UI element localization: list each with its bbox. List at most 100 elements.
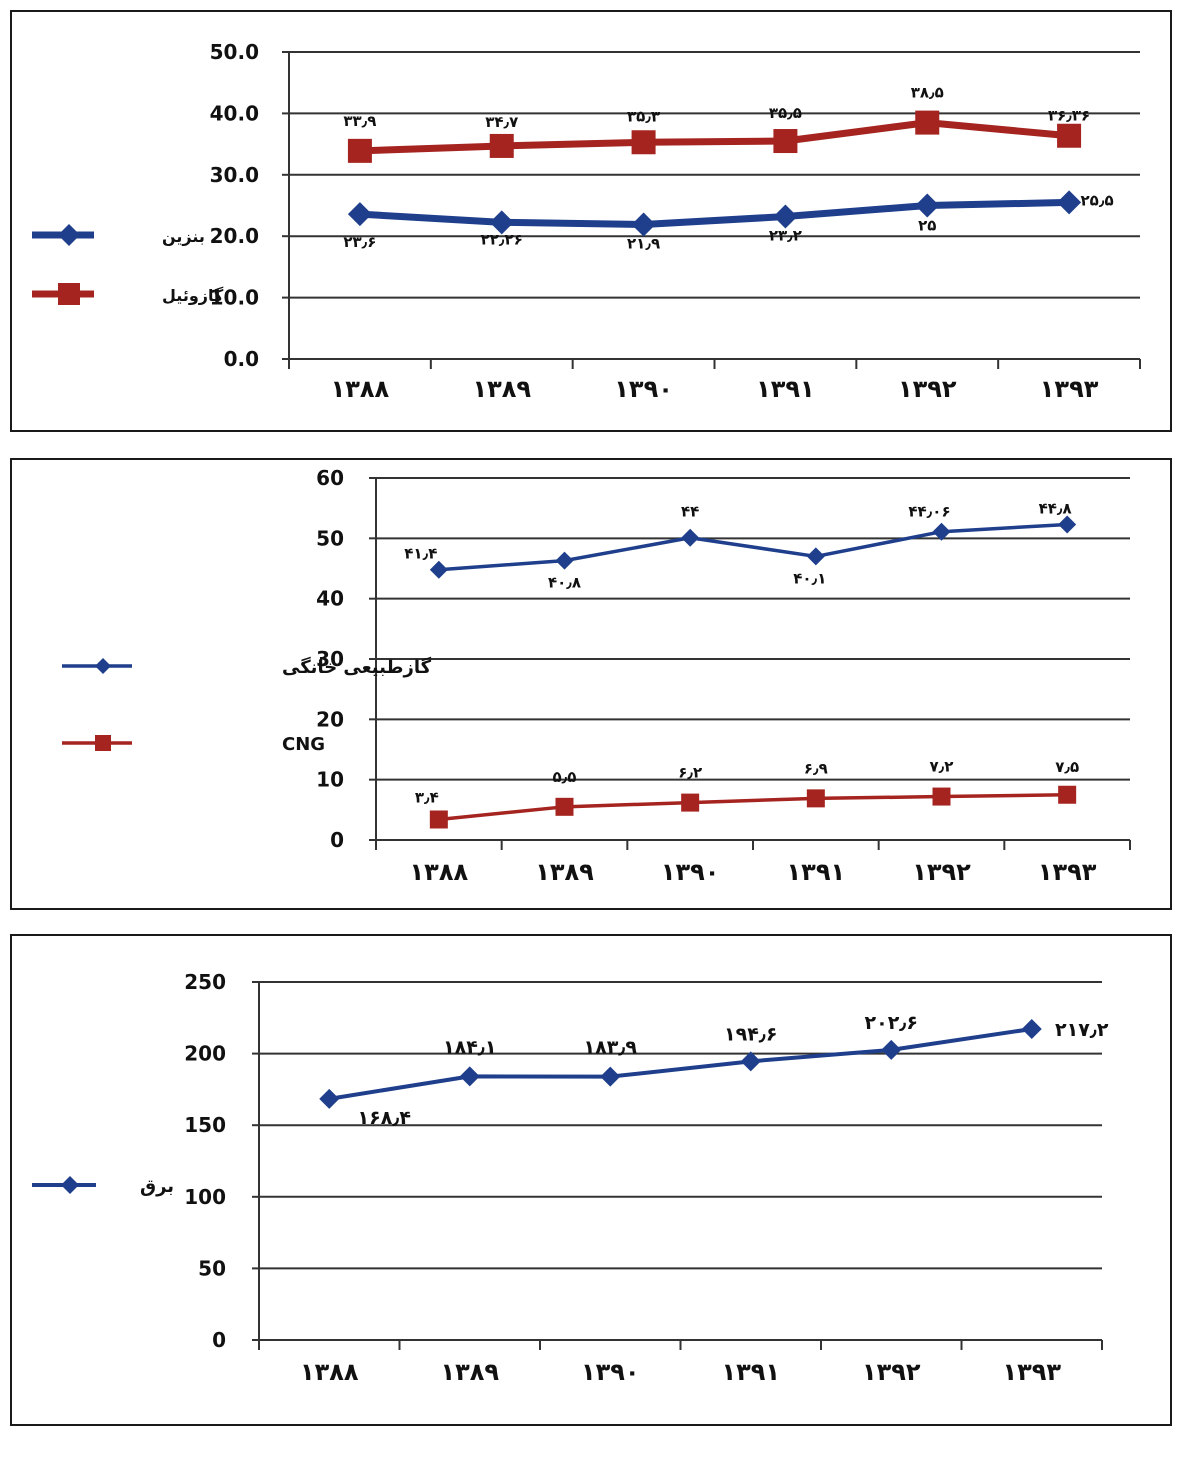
data-point: [631, 212, 656, 237]
data-label: ۳٫۴: [415, 788, 439, 806]
legend-label: CNG: [282, 734, 325, 755]
data-label: ۲۵٫۵: [1081, 191, 1114, 209]
data-label: ۲۳٫۲: [769, 227, 802, 245]
data-point: [489, 210, 514, 235]
legend-label: گازطبیعی خانگی: [282, 656, 432, 678]
legend-marker: [58, 224, 80, 246]
data-label: ۶٫۲: [678, 764, 702, 782]
x-category-label: ۱۳۸۸: [410, 858, 469, 886]
data-point: [740, 1051, 761, 1072]
legend-marker: [58, 283, 80, 305]
y-tick-label: 150: [184, 1113, 226, 1137]
data-point: [932, 787, 951, 806]
data-point: [1058, 785, 1077, 804]
data-point: [429, 560, 448, 579]
y-tick-label: 50: [198, 1256, 226, 1280]
data-label: ۴۰٫۸: [548, 574, 581, 592]
x-category-label: ۱۳۹۳: [1038, 858, 1097, 886]
y-tick-label: 0: [212, 1328, 226, 1352]
x-category-label: ۱۳۹۰: [581, 1358, 640, 1386]
y-tick-label: 10.0: [210, 286, 259, 310]
data-point: [806, 789, 825, 808]
data-label: ۳۵٫۵: [769, 104, 802, 122]
data-point: [932, 522, 951, 541]
y-tick-label: 10: [316, 768, 344, 792]
legend-label: بنزین: [162, 227, 205, 246]
data-label: ۶٫۹: [804, 759, 828, 777]
x-category-label: ۱۳۸۸: [300, 1358, 359, 1386]
x-category-label: ۱۳۸۹: [472, 375, 531, 403]
data-point: [319, 1088, 340, 1109]
electricity-line-chart: 0 50 100 150 200 250 ۱۳۸۸ ۱۳۸۹ ۱۳۹۰ ۱۳۹۱ ۱۳۹۲ ۱۳۹۳ ۱…: [32, 970, 1109, 1386]
y-tick-label: 40: [316, 587, 344, 611]
data-label: ۳۴٫۷: [485, 113, 518, 131]
y-tick-label: 250: [184, 970, 226, 994]
data-point: [915, 110, 940, 135]
data-label: ۲۲٫۲۶: [481, 230, 523, 248]
chart-panel-gas: 0 10 20 30 40 50 60 ۱۳۸۸ ۱۳۸۹ ۱۳۹۰ ۱۳۹۱ ۱۳۹۲ ۱۳۹۳ ۴۱٫…: [10, 458, 1172, 910]
data-point: [681, 528, 700, 547]
chart-panel-fuel: 0.0 10.0 20.0 30.0 40.0 50.0 ۱۳۸۸ ۱۳۸۹ ۱۳۹۰ ۱۳۹۱ ۱…: [10, 10, 1172, 432]
data-label: ۱۸۴٫۱: [443, 1036, 496, 1058]
data-label: ۱۸۳٫۹: [584, 1037, 638, 1059]
data-point: [1057, 190, 1082, 215]
data-label: ۷٫۵: [1055, 758, 1079, 776]
y-tick-label: 200: [184, 1042, 226, 1066]
data-label: ۷٫۲: [930, 758, 954, 776]
x-category-label: ۱۳۸۹: [535, 858, 594, 886]
x-category-label: ۱۳۹۰: [614, 375, 673, 403]
data-point: [881, 1039, 902, 1060]
y-tick-label: 30: [316, 647, 344, 671]
y-tick-label: 40.0: [210, 101, 259, 125]
y-tick-label: 50.0: [210, 40, 259, 64]
data-label: ۲۳٫۶: [343, 233, 376, 251]
x-category-label: ۱۳۹۱: [756, 375, 815, 403]
data-label: ۴۰٫۱: [793, 569, 826, 587]
data-point: [1057, 123, 1082, 148]
data-label: ۱۶۸٫۴: [358, 1107, 411, 1129]
y-tick-label: 0: [330, 828, 344, 852]
data-point: [347, 138, 372, 163]
x-category-label: ۱۳۹۱: [721, 1358, 780, 1386]
y-tick-label: 0.0: [224, 347, 259, 371]
series-line: [359, 198, 1070, 229]
x-category-label: ۱۳۸۸: [331, 375, 390, 403]
gas-line-chart: 0 10 20 30 40 50 60 ۱۳۸۸ ۱۳۸۹ ۱۳۹۰ ۱۳۹۱ ۱۳۹۲ ۱۳۹۳ ۴۱٫…: [62, 466, 1131, 886]
y-tick-label: 20: [316, 707, 344, 731]
x-category-label: ۱۳۹۲: [898, 375, 957, 403]
legend-marker: [61, 1176, 79, 1194]
data-point: [915, 193, 940, 218]
data-label: ۴۴٫۰۶: [908, 503, 950, 521]
series-line: [438, 793, 1068, 822]
y-tick-label: 50: [316, 526, 344, 550]
y-tick-label: 30.0: [210, 163, 259, 187]
data-label: ۲۰۲٫۶: [865, 1012, 918, 1034]
data-point: [600, 1066, 621, 1087]
data-label: ۴۱٫۴: [404, 545, 437, 563]
data-label: ۳۶٫۳۶: [1048, 107, 1090, 125]
x-category-label: ۱۳۹۲: [862, 1358, 921, 1386]
data-label: ۲۵: [918, 217, 936, 235]
data-point: [773, 204, 798, 229]
series-line: [438, 522, 1068, 572]
legend-label: برق: [140, 1176, 174, 1197]
x-category-label: ۱۳۹۳: [1040, 375, 1099, 403]
data-point: [1058, 515, 1077, 534]
data-point: [555, 551, 574, 570]
fuel-line-chart: 0.0 10.0 20.0 30.0 40.0 50.0 ۱۳۸۸ ۱۳۸۹ ۱۳۹۰ ۱۳۹۱ ۱…: [32, 40, 1141, 403]
legend-marker: [95, 735, 111, 751]
data-point: [555, 797, 574, 816]
x-category-label: ۱۳۸۹: [440, 1358, 499, 1386]
data-point: [806, 547, 825, 566]
data-label: ۵٫۵: [553, 768, 577, 786]
legend-marker: [95, 658, 111, 674]
data-label: ۲۱٫۹: [627, 235, 660, 253]
data-point: [347, 202, 372, 227]
x-category-label: ۱۳۹۰: [661, 858, 720, 886]
data-label: ۱۹۴٫۶: [724, 1023, 777, 1045]
chart-panel-electricity: 0 50 100 150 200 250 ۱۳۸۸ ۱۳۸۹ ۱۳۹۰ ۱۳۹۱ ۱۳۹۲ ۱۳۹۳ ۱…: [10, 934, 1172, 1426]
data-point: [1021, 1018, 1042, 1039]
data-label: ۳۸٫۵: [911, 84, 944, 102]
x-category-label: ۱۳۹۳: [1002, 1358, 1061, 1386]
data-label: ۴۴٫۸: [1039, 499, 1072, 517]
